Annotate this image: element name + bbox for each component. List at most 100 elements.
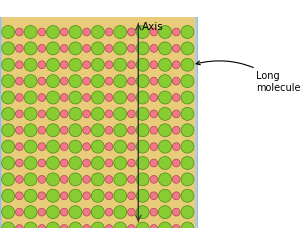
Circle shape: [92, 107, 104, 120]
Circle shape: [128, 143, 135, 150]
Circle shape: [69, 42, 82, 55]
Circle shape: [105, 175, 113, 183]
Circle shape: [16, 175, 23, 183]
Circle shape: [69, 107, 82, 120]
Circle shape: [46, 75, 59, 88]
Circle shape: [2, 222, 15, 235]
Bar: [0, 17, 196, 228]
Circle shape: [60, 45, 68, 52]
Circle shape: [172, 28, 180, 36]
Circle shape: [46, 222, 59, 235]
Circle shape: [172, 192, 180, 200]
Circle shape: [2, 140, 15, 153]
Circle shape: [60, 208, 68, 216]
Circle shape: [150, 45, 158, 52]
Circle shape: [172, 159, 180, 167]
Circle shape: [46, 206, 59, 219]
Circle shape: [181, 222, 194, 235]
Circle shape: [128, 159, 135, 167]
Circle shape: [69, 91, 82, 104]
Circle shape: [105, 28, 113, 36]
Circle shape: [136, 124, 149, 137]
Circle shape: [92, 173, 104, 186]
Circle shape: [60, 159, 68, 167]
Circle shape: [181, 107, 194, 120]
Circle shape: [2, 91, 15, 104]
Circle shape: [136, 206, 149, 219]
Circle shape: [69, 189, 82, 202]
Circle shape: [181, 91, 194, 104]
Circle shape: [16, 61, 23, 69]
Circle shape: [105, 126, 113, 134]
Circle shape: [172, 126, 180, 134]
Circle shape: [38, 159, 46, 167]
Circle shape: [24, 157, 37, 170]
Circle shape: [24, 206, 37, 219]
Circle shape: [16, 126, 23, 134]
Circle shape: [24, 42, 37, 55]
Circle shape: [38, 77, 46, 85]
Circle shape: [92, 206, 104, 219]
Circle shape: [181, 58, 194, 71]
Circle shape: [16, 28, 23, 36]
Circle shape: [46, 42, 59, 55]
Circle shape: [38, 94, 46, 101]
Circle shape: [136, 140, 149, 153]
Circle shape: [172, 208, 180, 216]
Circle shape: [16, 208, 23, 216]
Circle shape: [172, 94, 180, 101]
Circle shape: [24, 75, 37, 88]
Circle shape: [114, 173, 127, 186]
Circle shape: [159, 157, 172, 170]
Circle shape: [181, 75, 194, 88]
Circle shape: [69, 58, 82, 71]
Bar: [2, 83, 195, 112]
Bar: [2, 181, 195, 210]
Circle shape: [83, 126, 91, 134]
Circle shape: [83, 61, 91, 69]
Circle shape: [92, 124, 104, 137]
Circle shape: [181, 173, 194, 186]
Circle shape: [159, 75, 172, 88]
Circle shape: [38, 28, 46, 36]
Circle shape: [46, 189, 59, 202]
Circle shape: [114, 157, 127, 170]
Circle shape: [83, 45, 91, 52]
Circle shape: [114, 25, 127, 38]
Circle shape: [136, 42, 149, 55]
Circle shape: [150, 94, 158, 101]
Circle shape: [38, 45, 46, 52]
Circle shape: [83, 143, 91, 150]
Circle shape: [92, 157, 104, 170]
Circle shape: [128, 175, 135, 183]
Circle shape: [16, 143, 23, 150]
Circle shape: [92, 91, 104, 104]
Circle shape: [105, 94, 113, 101]
Circle shape: [83, 225, 91, 233]
Circle shape: [69, 25, 82, 38]
Circle shape: [114, 222, 127, 235]
Circle shape: [172, 175, 180, 183]
Circle shape: [24, 58, 37, 71]
Circle shape: [172, 143, 180, 150]
Circle shape: [46, 157, 59, 170]
Circle shape: [136, 173, 149, 186]
Circle shape: [136, 107, 149, 120]
Circle shape: [92, 25, 104, 38]
Circle shape: [105, 208, 113, 216]
Circle shape: [83, 28, 91, 36]
Circle shape: [114, 140, 127, 153]
Circle shape: [136, 189, 149, 202]
Circle shape: [83, 94, 91, 101]
Circle shape: [16, 45, 23, 52]
Circle shape: [38, 61, 46, 69]
Circle shape: [159, 107, 172, 120]
Circle shape: [172, 110, 180, 118]
Circle shape: [128, 126, 135, 134]
Circle shape: [60, 61, 68, 69]
Circle shape: [114, 75, 127, 88]
Circle shape: [60, 192, 68, 200]
Circle shape: [128, 61, 135, 69]
Bar: [2, 99, 195, 129]
Circle shape: [38, 126, 46, 134]
